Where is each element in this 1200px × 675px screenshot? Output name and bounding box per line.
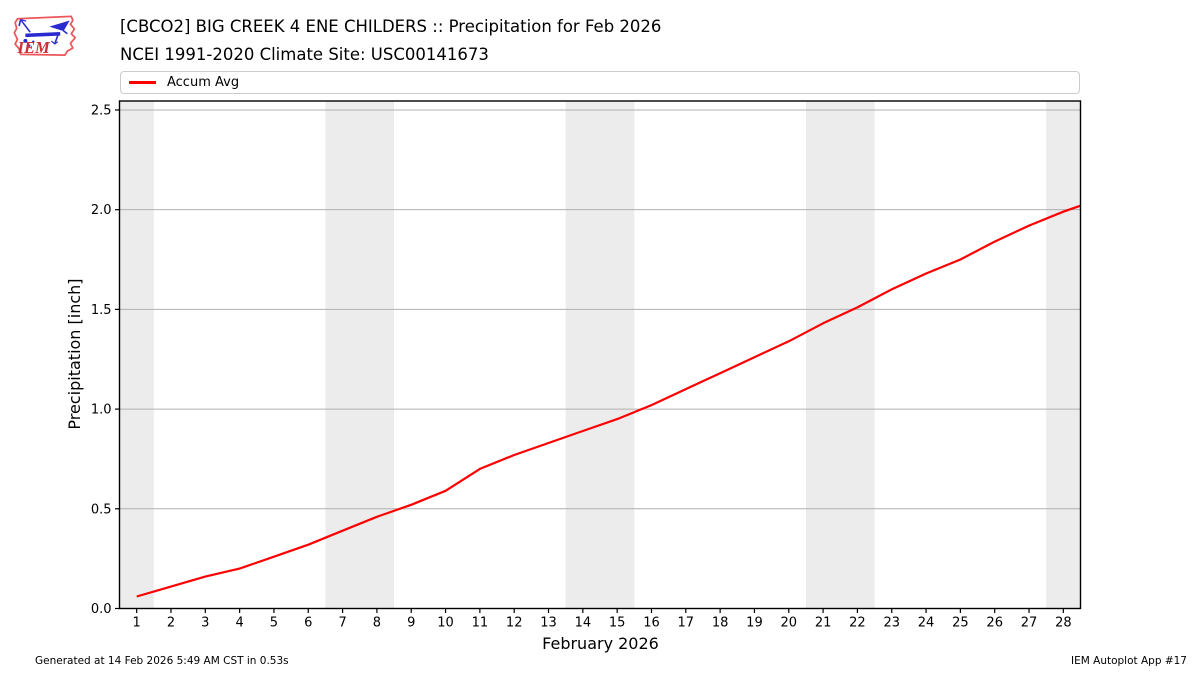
accum-avg-line [136, 204, 1081, 598]
iem-logo: IEM [13, 15, 76, 57]
x-tick-label: 26 [986, 616, 1003, 631]
y-axis-title: Precipitation [inch] [65, 278, 84, 430]
y-tick-label: 2.0 [91, 203, 112, 218]
x-tick-label: 20 [780, 616, 797, 631]
y-tick-label: 0.5 [91, 502, 112, 517]
app-credit: IEM Autoplot App #17 [1071, 655, 1187, 667]
x-tick-label: 14 [575, 616, 592, 631]
weekend-band [119, 101, 154, 609]
x-tick-label: 9 [407, 616, 415, 631]
x-tick-label: 2 [167, 616, 175, 631]
y-tick-label: 0.0 [91, 602, 112, 617]
chart-subtitle: NCEI 1991-2020 Climate Site: USC00141673 [120, 45, 489, 64]
x-tick-label: 23 [883, 616, 900, 631]
x-tick-label: 15 [609, 616, 626, 631]
x-tick-label: 13 [540, 616, 557, 631]
legend-label: Accum Avg [167, 75, 240, 90]
y-tick-label: 1.0 [91, 403, 112, 418]
x-tick-label: 3 [201, 616, 209, 631]
weathervane-icon [18, 18, 70, 47]
x-tick-label: 11 [472, 616, 489, 631]
x-tick-label: 17 [678, 616, 695, 631]
y-tick-label: 2.5 [91, 103, 112, 118]
x-tick-label: 25 [952, 616, 969, 631]
legend-line-swatch [129, 81, 156, 84]
x-tick-label: 6 [304, 616, 312, 631]
logo-text: IEM [16, 38, 51, 57]
x-tick-label: 7 [338, 616, 346, 631]
x-tick-label: 24 [918, 616, 935, 631]
x-tick-label: 19 [746, 616, 763, 631]
legend: Accum Avg [120, 71, 1080, 94]
x-tick-label: 12 [506, 616, 523, 631]
x-tick-label: 21 [815, 616, 832, 631]
chart-title-block: [CBCO2] BIG CREEK 4 ENE CHILDERS :: Prec… [120, 13, 661, 69]
x-tick-label: 16 [643, 616, 660, 631]
x-tick-label: 28 [1055, 616, 1072, 631]
plot-border [118, 100, 1082, 610]
y-tick-label: 1.5 [91, 303, 112, 318]
x-tick-label: 18 [712, 616, 729, 631]
weekend-band [565, 101, 635, 609]
chart-title: [CBCO2] BIG CREEK 4 ENE CHILDERS :: Prec… [120, 17, 662, 36]
weekend-band [805, 101, 875, 609]
x-axis-title: February 2026 [542, 634, 659, 653]
x-tick-label: 8 [373, 616, 381, 631]
weekend-band [1046, 101, 1081, 609]
x-tick-label: 27 [1021, 616, 1038, 631]
x-tick-label: 5 [270, 616, 278, 631]
x-tick-label: 22 [849, 616, 866, 631]
x-tick-label: 1 [133, 616, 141, 631]
x-tick-label: 10 [437, 616, 454, 631]
generated-timestamp: Generated at 14 Feb 2026 5:49 AM CST in … [35, 655, 289, 667]
x-tick-label: 4 [235, 616, 243, 631]
